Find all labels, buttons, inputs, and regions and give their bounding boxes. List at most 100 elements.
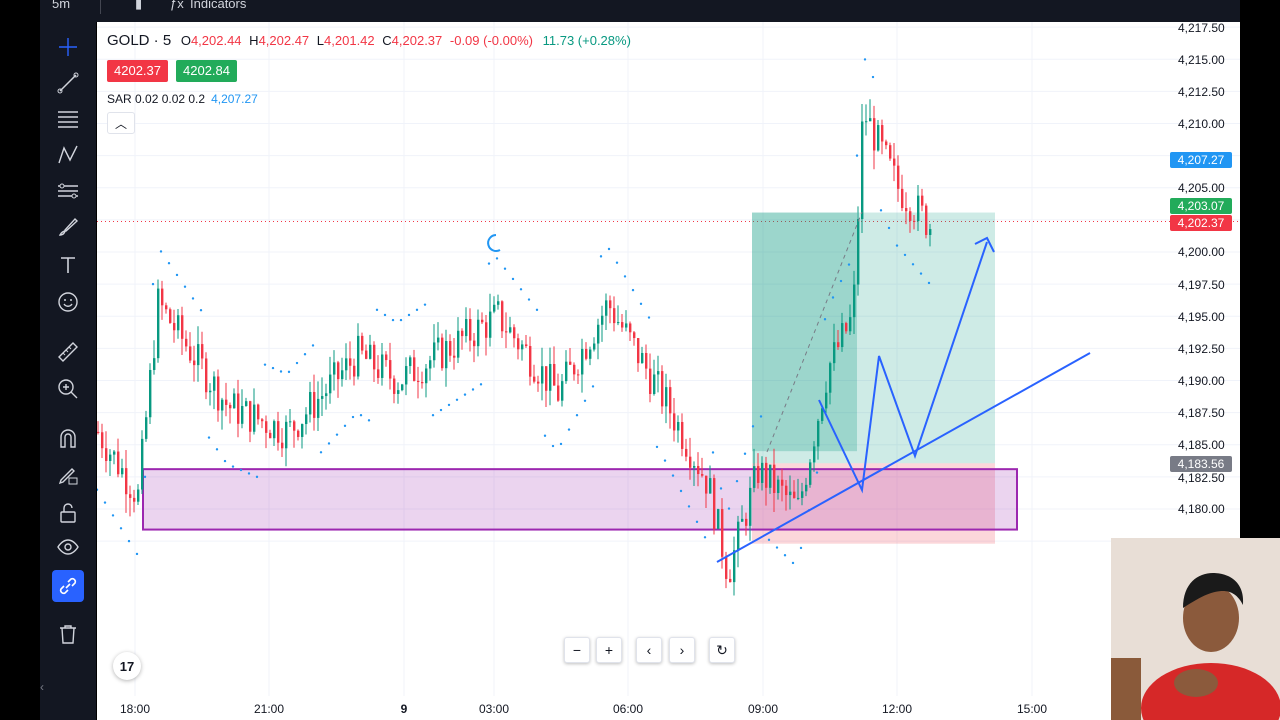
candle-body [101,432,104,449]
fib-icon[interactable] [52,104,84,134]
zoom-icon[interactable] [52,374,84,404]
reset-chart-button[interactable]: ↻ [709,637,735,663]
candle-body [217,376,220,411]
candle-body [425,368,428,384]
candle-body [193,360,196,366]
sar-dot [97,488,99,491]
sar-dot [367,419,371,422]
emoji-icon[interactable] [52,287,84,317]
sar-dot [591,385,595,388]
pattern-icon[interactable] [52,140,84,170]
ruler-icon[interactable] [52,337,84,367]
sar-dot [815,471,819,474]
candle-body [205,358,208,393]
indicators-button[interactable]: Indicators [190,0,247,11]
zoom-out-button[interactable]: − [564,637,590,663]
candle-body [645,352,648,369]
sar-dot [191,297,195,300]
sar-dot [335,433,339,436]
price-label: 4,192.50 [1178,342,1225,356]
candle-body [237,393,240,424]
sar-dot [559,442,563,446]
webcam-overlay [1111,538,1280,720]
position-connector [766,211,863,453]
candle-body [597,324,600,344]
sar-dot [399,318,403,322]
lock-draw-icon[interactable] [52,460,84,490]
magnet-icon[interactable] [52,424,84,454]
sar-dot [343,424,347,428]
link-icon[interactable] [52,570,84,602]
candle-body [145,417,148,439]
zoom-in-button[interactable]: + [596,637,622,663]
candle-body [261,419,264,422]
crosshair-icon[interactable] [52,32,84,62]
sar-dot [111,514,115,517]
candle-body [893,158,896,166]
candle-body [309,392,312,415]
scroll-left-button[interactable]: ‹ [636,637,662,663]
sar-dot [519,288,523,291]
projection-icon[interactable] [52,176,84,206]
sar-price-tag: 4,207.27 [1170,152,1232,168]
eye-icon[interactable] [52,532,84,562]
timeframe-button[interactable]: 5m [52,0,71,11]
sar-dot [879,209,883,212]
tradingview-logo[interactable]: 17 [113,652,141,680]
candle-body [917,195,920,222]
sar-dot [103,501,107,504]
sar-dot [447,403,451,407]
candle-body [489,311,492,338]
scroll-right-button[interactable]: › [669,637,695,663]
candle-body [97,431,100,433]
symbol-name[interactable]: GOLD · 5 [107,32,172,49]
trend-line-icon[interactable] [52,68,84,98]
candle-body [921,195,924,206]
collapse-toolbar-icon[interactable]: ‹ [40,680,44,694]
stop-price-tag: 4,183.56 [1170,456,1232,472]
candle-body [377,369,380,378]
sar-dot [679,489,683,493]
candle-body [233,393,236,409]
candle-body [925,205,928,235]
candle-body [457,330,460,358]
sar-dot [847,263,851,266]
candle-body [829,363,832,393]
candle-body [417,380,420,383]
candle-body [449,341,452,356]
sar-dot [167,261,171,265]
sar-dot [359,413,363,417]
lock-icon[interactable] [52,498,84,528]
candle-body [313,392,316,418]
candle-body [305,414,308,425]
chart-canvas[interactable] [97,22,1240,696]
price-label: 4,212.50 [1178,85,1225,99]
candle-body [469,319,472,341]
sar-dot [439,408,443,412]
candle-body [865,121,868,123]
sar-dot [831,296,835,299]
candle-body [461,330,464,337]
candles-icon[interactable]: ▮ [135,0,143,11]
sar-dot [711,451,715,454]
sar-indicator-legend[interactable]: SAR 0.02 0.02 0.2 4,207.27 [107,92,258,106]
collapse-legend-button[interactable]: ︿ [107,112,135,134]
candle-body [105,448,108,461]
candle-body [365,350,368,359]
text-icon[interactable] [52,250,84,280]
candle-body [137,489,140,502]
fx-icon[interactable]: ƒx [170,0,184,11]
time-axis[interactable]: 18:00 21:00 9 03:00 06:00 09:00 12:00 15… [97,696,1240,720]
sar-dot [119,527,123,530]
candle-body [153,358,156,370]
sell-button[interactable]: 4202.37 [107,60,168,82]
sar-dot [863,58,867,61]
trash-icon[interactable] [52,619,84,649]
candle-body [161,288,164,306]
buy-button[interactable]: 4202.84 [176,60,237,82]
sar-dot [183,285,187,288]
candle-body [421,382,424,384]
candle-body [209,390,212,393]
brush-icon[interactable] [52,212,84,242]
chart-pane[interactable]: GOLD · 5 O4,202.44 H4,202.47 L4,201.42 C… [97,22,1240,696]
